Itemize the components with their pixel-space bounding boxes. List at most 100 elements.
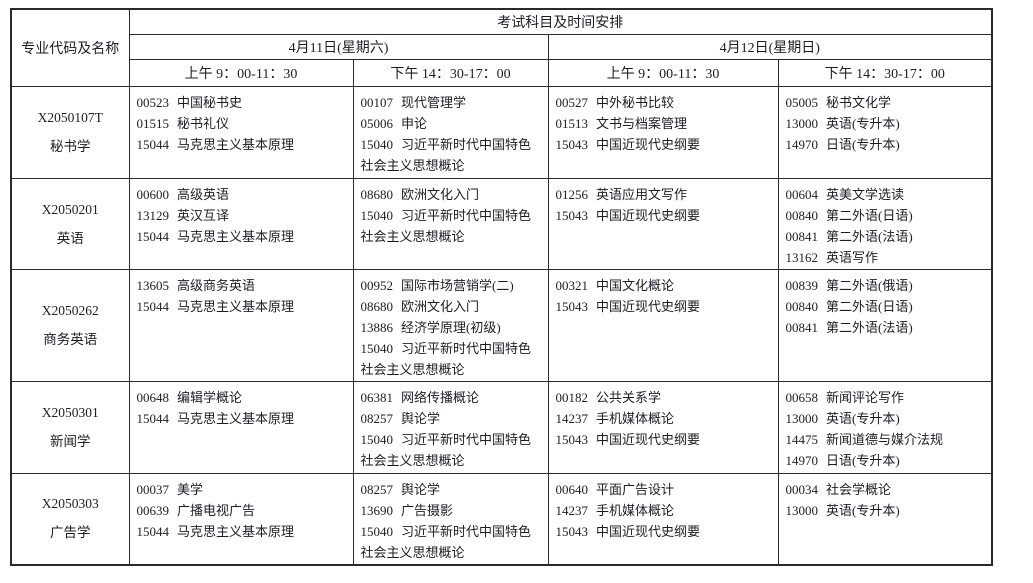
exam-session-cell: 08257 舆论学 13690 广告摄影 15040 习近平新时代中国特色社会主义思想概论	[352, 473, 549, 565]
major-name: 秘书学	[50, 139, 91, 154]
subject-entry: 15044 马克思主义基本原理	[137, 296, 349, 317]
course-code: 00839	[785, 278, 819, 293]
course-title: 马克思主义基本原理	[177, 137, 295, 152]
subject-entry: 00037 美学	[137, 479, 349, 500]
course-code: 15040	[360, 341, 394, 356]
course-title: 英汉互译	[177, 208, 230, 223]
subject-entry: 15044 马克思主义基本原理	[137, 408, 349, 429]
course-title: 马克思主义基本原理	[177, 524, 295, 539]
subject-entry: 14970 日语(专升本)	[786, 134, 988, 155]
exam-session-cell: 13605 高级商务英语 15044 马克思主义基本原理	[128, 269, 354, 382]
course-code: 00037	[136, 482, 170, 497]
exam-session-cell: 00107 现代管理学 05006 申论 15040 习近平新时代中国特色社会主义思想概论	[352, 86, 549, 179]
course-code: 01256	[555, 187, 589, 202]
course-code: 14970	[785, 137, 819, 152]
subject-entry: 13000 英语(专升本)	[786, 408, 988, 429]
exam-session-cell: 08680 欧洲文化入门 15040 习近平新时代中国特色社会主义思想概论	[352, 178, 549, 270]
subject-entry: 13000 英语(专升本)	[786, 500, 988, 521]
course-code: 00604	[785, 187, 819, 202]
major-code: X2050107T	[37, 110, 103, 125]
subject-entry: 15040 习近平新时代中国特色社会主义思想概论	[361, 338, 544, 380]
subject-entry: 05005 秘书文化学	[786, 92, 988, 113]
course-title: 秘书文化学	[826, 95, 892, 110]
major-name: 英语	[56, 230, 84, 246]
exam-session-cell: 00952 国际市场营销学(二) 08680 欧洲文化入门 13886 经济学原理(初级)…	[352, 269, 549, 382]
course-title: 第二外语(日语)	[826, 208, 913, 223]
subject-entry: 14237 手机媒体概论	[556, 408, 774, 429]
course-title: 秘书礼仪	[177, 116, 230, 131]
exam-session-cell: 00034 社会学概论 13000 英语(专升本)	[777, 473, 993, 565]
major-code-and-name-cell: X2050262 商务英语	[10, 269, 130, 382]
subject-entry: 08257 舆论学	[361, 408, 544, 429]
subject-entry: 15043 中国近现代史纲要	[556, 134, 774, 155]
major-code-and-name-cell: X2050201 英语	[10, 178, 130, 270]
course-title: 美学	[177, 482, 204, 497]
major-code-and-name-cell: X2050301 新闻学	[10, 381, 130, 474]
course-code: 00639	[136, 503, 170, 518]
subject-entry: 00523 中国秘书史	[137, 92, 349, 113]
course-title: 公共关系学	[596, 390, 662, 405]
course-code: 08257	[360, 482, 394, 497]
subject-entry: 13886 经济学原理(初级)	[361, 317, 544, 338]
course-title: 欧洲文化入门	[401, 299, 480, 314]
major-name: 新闻学	[50, 434, 91, 449]
table-title: 考试科目及时间安排	[128, 8, 993, 35]
course-title: 经济学原理(初级)	[401, 320, 501, 335]
course-title: 手机媒体概论	[596, 411, 675, 426]
course-title: 中国秘书史	[177, 95, 243, 110]
course-title: 英美文学选读	[826, 187, 905, 202]
course-title: 日语(专升本)	[826, 453, 900, 468]
course-code: 14475	[785, 432, 819, 447]
exam-session-cell: 00600 高级英语 13129 英汉互译 15044 马克思主义基本原理	[128, 178, 354, 270]
course-code: 13162	[785, 250, 819, 265]
course-title: 第二外语(法语)	[826, 229, 913, 244]
exam-session-cell: 00523 中国秘书史 01515 秘书礼仪 15044 马克思主义基本原理	[128, 86, 354, 179]
course-code: 15040	[360, 524, 394, 539]
course-title: 欧洲文化入门	[401, 187, 480, 202]
course-title: 英语应用文写作	[596, 187, 688, 202]
date-header-sunday: 4月12日(星期日)	[547, 34, 993, 60]
course-code: 15043	[555, 524, 589, 539]
course-title: 中国近现代史纲要	[596, 208, 701, 223]
course-code: 15040	[360, 137, 394, 152]
subject-entry: 13605 高级商务英语	[137, 275, 349, 296]
course-code: 06381	[360, 390, 394, 405]
exam-session-cell: 00604 英美文学选读 00840 第二外语(日语) 00841 第二外语(法语) 131…	[777, 178, 993, 270]
subject-entry: 00952 国际市场营销学(二)	[361, 275, 544, 296]
course-title: 中国近现代史纲要	[596, 299, 701, 314]
subject-entry: 15044 马克思主义基本原理	[137, 521, 349, 542]
course-title: 高级英语	[177, 187, 230, 202]
course-title: 中国文化概论	[596, 278, 675, 293]
course-code: 14237	[555, 503, 589, 518]
major-row: X2050201 英语 00600 高级英语 13129 英汉互译 15044 马克思主义基本…	[10, 178, 993, 270]
course-code: 00841	[785, 229, 819, 244]
subject-entry: 13690 广告摄影	[361, 500, 544, 521]
exam-session-cell: 00640 平面广告设计 14237 手机媒体概论 15043 中国近现代史纲要	[547, 473, 779, 565]
subject-entry: 13162 英语写作	[786, 247, 988, 268]
course-title: 英语(专升本)	[826, 503, 900, 518]
course-code: 00952	[360, 278, 394, 293]
subject-entry: 00604 英美文学选读	[786, 184, 988, 205]
subject-entry: 00639 广播电视广告	[137, 500, 349, 521]
major-code: X2050262	[41, 303, 99, 318]
course-code: 15044	[136, 299, 170, 314]
subject-entry: 15043 中国近现代史纲要	[556, 296, 774, 317]
subject-entry: 00840 第二外语(日语)	[786, 205, 988, 226]
subject-entry: 08680 欧洲文化入门	[361, 184, 544, 205]
subject-entry: 00640 平面广告设计	[556, 479, 774, 500]
course-code: 15043	[555, 137, 589, 152]
major-row: X2050262 商务英语 13605 高级商务英语 15044 马克思主义基本原理 009…	[10, 269, 993, 382]
subject-entry: 00839 第二外语(俄语)	[786, 275, 988, 296]
course-code: 14237	[555, 411, 589, 426]
course-title: 舆论学	[401, 482, 441, 497]
subject-entry: 14237 手机媒体概论	[556, 500, 774, 521]
course-title: 广告摄影	[401, 503, 454, 518]
course-title: 平面广告设计	[596, 482, 675, 497]
major-row: X2050107T 秘书学 00523 中国秘书史 01515 秘书礼仪 15044 马克思主…	[10, 86, 993, 179]
subject-entry: 00648 编辑学概论	[137, 387, 349, 408]
subject-entry: 00841 第二外语(法语)	[786, 317, 988, 338]
course-title: 现代管理学	[401, 95, 467, 110]
course-title: 马克思主义基本原理	[177, 299, 295, 314]
course-code: 00841	[785, 320, 819, 335]
exam-session-cell: 00648 编辑学概论 15044 马克思主义基本原理	[128, 381, 354, 474]
